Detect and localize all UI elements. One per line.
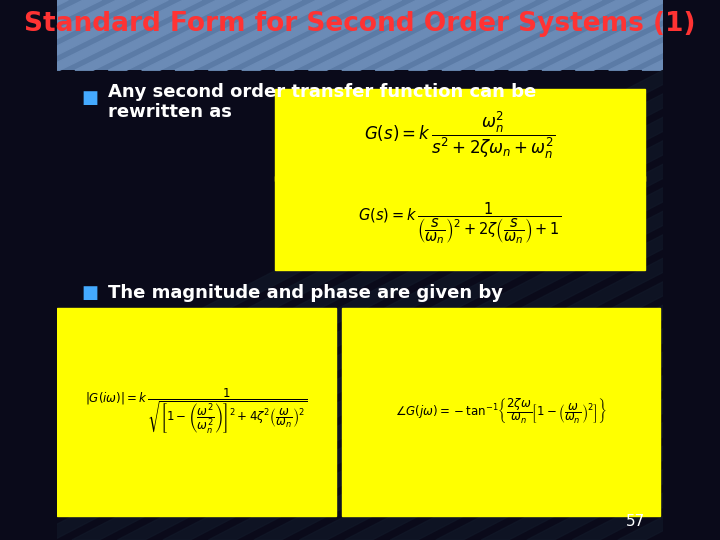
Polygon shape xyxy=(117,70,720,540)
Text: $G(s) = k\,\dfrac{1}{\left(\dfrac{s}{\omega_n}\right)^2 + 2\zeta\left(\dfrac{s}{: $G(s) = k\,\dfrac{1}{\left(\dfrac{s}{\om… xyxy=(359,200,562,246)
Text: ■: ■ xyxy=(81,89,98,107)
Polygon shape xyxy=(442,0,602,70)
Text: Any second order transfer function can be: Any second order transfer function can b… xyxy=(108,83,536,101)
Polygon shape xyxy=(572,70,720,540)
Polygon shape xyxy=(0,70,720,540)
FancyBboxPatch shape xyxy=(275,89,645,181)
Polygon shape xyxy=(42,0,202,70)
Polygon shape xyxy=(475,0,635,70)
Polygon shape xyxy=(0,70,720,540)
Polygon shape xyxy=(708,70,720,540)
Text: $G(s) = k\,\dfrac{\omega_n^2}{s^2 + 2\zeta\omega_n + \omega_n^2}$: $G(s) = k\,\dfrac{\omega_n^2}{s^2 + 2\ze… xyxy=(364,109,556,161)
Polygon shape xyxy=(27,70,720,540)
Polygon shape xyxy=(408,0,569,70)
Polygon shape xyxy=(390,70,720,540)
Polygon shape xyxy=(675,0,720,70)
Text: ■: ■ xyxy=(81,284,98,302)
Polygon shape xyxy=(72,70,720,540)
Polygon shape xyxy=(608,0,720,70)
Polygon shape xyxy=(300,70,720,540)
Text: Standard Form for Second Order Systems (1): Standard Form for Second Order Systems (… xyxy=(24,11,696,37)
Text: The magnitude and phase are given by: The magnitude and phase are given by xyxy=(108,284,503,302)
FancyBboxPatch shape xyxy=(57,308,336,516)
Polygon shape xyxy=(0,70,720,540)
Polygon shape xyxy=(142,0,302,70)
Polygon shape xyxy=(0,0,102,70)
Polygon shape xyxy=(375,0,535,70)
Text: $|G(i\omega)| = k\,\dfrac{1}{\sqrt{\left[1-\left(\dfrac{\omega^2}{\omega_n^2}\ri: $|G(i\omega)| = k\,\dfrac{1}{\sqrt{\left… xyxy=(85,387,307,436)
Polygon shape xyxy=(642,0,720,70)
Polygon shape xyxy=(75,0,235,70)
Polygon shape xyxy=(663,70,720,540)
Polygon shape xyxy=(163,70,720,540)
Polygon shape xyxy=(345,70,720,540)
Polygon shape xyxy=(0,0,68,70)
Polygon shape xyxy=(0,0,35,70)
FancyBboxPatch shape xyxy=(275,176,645,270)
Polygon shape xyxy=(0,0,135,70)
Text: rewritten as: rewritten as xyxy=(108,103,232,122)
Polygon shape xyxy=(208,70,720,540)
Polygon shape xyxy=(242,0,402,70)
Polygon shape xyxy=(508,0,669,70)
Polygon shape xyxy=(618,70,720,540)
Polygon shape xyxy=(542,0,702,70)
Polygon shape xyxy=(208,0,369,70)
Polygon shape xyxy=(0,70,720,540)
Polygon shape xyxy=(275,0,435,70)
Polygon shape xyxy=(342,0,502,70)
FancyBboxPatch shape xyxy=(57,0,663,70)
Text: 57: 57 xyxy=(626,514,645,529)
Polygon shape xyxy=(0,70,690,540)
Polygon shape xyxy=(481,70,720,540)
Text: $\angle G(j\omega) = -\tan^{-1}\!\left\{\dfrac{2\zeta\omega}{\omega_n}\left[1-\l: $\angle G(j\omega) = -\tan^{-1}\!\left\{… xyxy=(395,397,607,426)
Polygon shape xyxy=(175,0,335,70)
Polygon shape xyxy=(436,70,720,540)
Polygon shape xyxy=(308,0,469,70)
Polygon shape xyxy=(708,0,720,70)
Polygon shape xyxy=(575,0,720,70)
Polygon shape xyxy=(108,0,269,70)
Polygon shape xyxy=(0,70,720,540)
Polygon shape xyxy=(527,70,720,540)
Polygon shape xyxy=(254,70,720,540)
FancyBboxPatch shape xyxy=(342,308,660,516)
Polygon shape xyxy=(8,0,168,70)
